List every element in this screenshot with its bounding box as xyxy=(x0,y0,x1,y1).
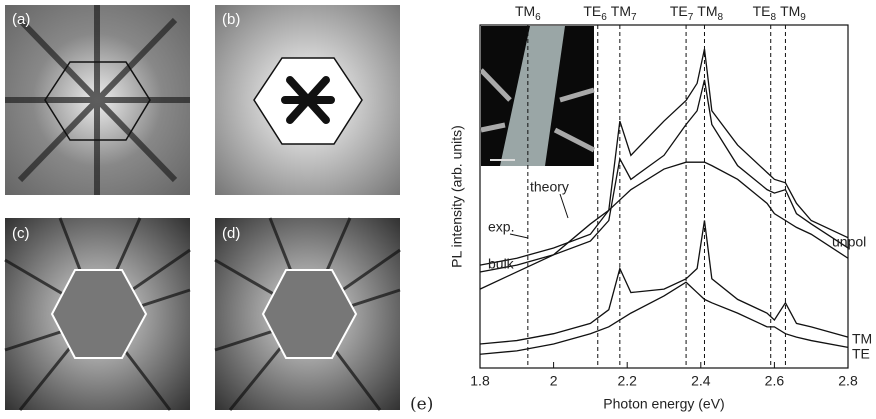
mode-label: TM8 xyxy=(697,3,723,23)
pointer xyxy=(560,194,568,218)
mode-name: TM xyxy=(515,3,535,19)
mode-label: TE7 xyxy=(670,3,694,23)
panel-label: (d) xyxy=(222,225,240,242)
mode-name: TE xyxy=(670,3,688,19)
panel-label: (b) xyxy=(222,11,240,28)
mode-name: TM xyxy=(780,3,800,19)
mode-label: TE6 xyxy=(583,3,607,23)
series-label: TM xyxy=(852,331,872,347)
series-label: TE xyxy=(852,346,870,362)
panel-label: (a) xyxy=(12,11,30,28)
panel-label: (c) xyxy=(12,225,30,242)
x-tick-label: 2 xyxy=(550,373,558,389)
x-tick-label: 2.6 xyxy=(765,373,785,389)
mode-index: 8 xyxy=(771,12,777,23)
panel-d: (d) xyxy=(215,218,400,410)
annotation: unpol xyxy=(832,234,866,250)
pointer xyxy=(510,234,528,238)
x-tick-label: 2.2 xyxy=(617,373,637,389)
y-axis-label: PL intensity (arb. units) xyxy=(449,125,465,268)
x-tick-label: 1.8 xyxy=(470,373,490,389)
mode-index: 7 xyxy=(631,12,637,23)
mode-name: TM xyxy=(611,3,631,19)
x-tick-label: 2.8 xyxy=(838,373,858,389)
figure: (a) (b) (c) (d) (e) 1.8 2 2.2 2.4 2.6 2.8 Phot… xyxy=(0,0,876,419)
mode-name: TE xyxy=(583,3,601,19)
panel-b: (b) xyxy=(215,5,400,195)
series-line xyxy=(480,221,848,344)
series-label: exp. xyxy=(488,219,514,235)
x-tick-label: 2.4 xyxy=(691,373,711,389)
mode-label: TM9 xyxy=(780,3,806,23)
mode-index: 6 xyxy=(601,12,607,23)
series-line xyxy=(480,282,848,354)
mode-index: 8 xyxy=(717,12,723,23)
panel-label: (e) xyxy=(410,395,433,415)
series-label: bulk xyxy=(488,256,515,272)
x-axis-label: Photon energy (eV) xyxy=(603,396,724,412)
panel-a: (a) xyxy=(5,5,190,195)
mode-index: 6 xyxy=(535,12,541,23)
inset-image xyxy=(481,26,594,166)
series-label: theory xyxy=(530,179,569,195)
panel-c: (c) xyxy=(5,218,190,410)
mode-index: 7 xyxy=(688,12,694,23)
mode-name: TM xyxy=(697,3,717,19)
mode-index: 9 xyxy=(800,12,806,23)
mode-label: TE8 xyxy=(753,3,777,23)
mode-name: TE xyxy=(753,3,771,19)
mode-label: TM6 xyxy=(515,3,541,23)
mode-label: TM7 xyxy=(611,3,637,23)
